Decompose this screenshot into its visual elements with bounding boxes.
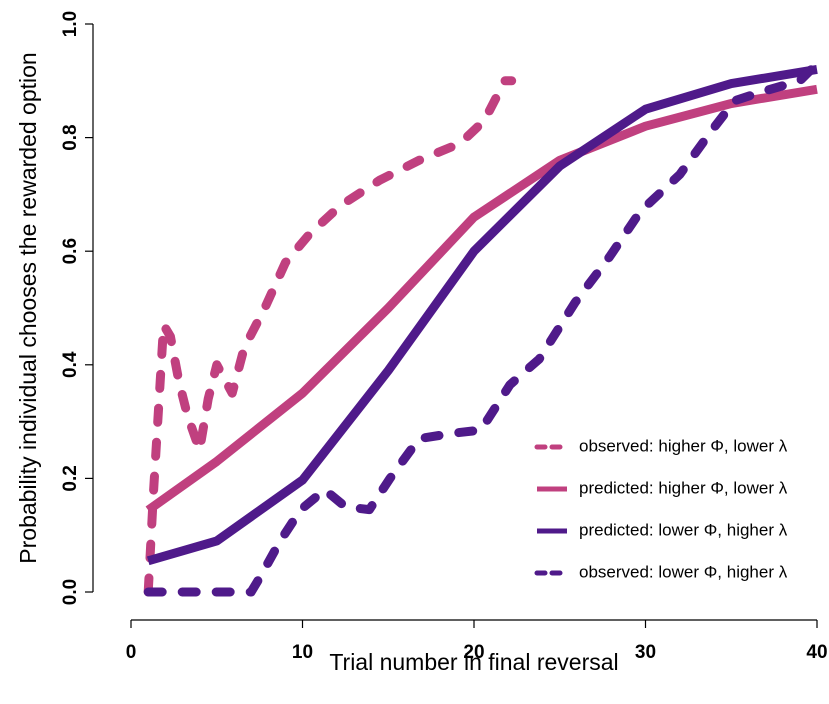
- legend-label: observed: lower Φ, higher λ: [579, 562, 788, 581]
- x-axis-title: Trial number in final reversal: [329, 649, 618, 675]
- y-tick-label: 1.0: [60, 11, 81, 37]
- legend-label: predicted: higher Φ, lower λ: [579, 478, 788, 497]
- y-tick-label: 0.8: [60, 124, 81, 150]
- series-line: [143, 59, 822, 597]
- series-line: [146, 64, 818, 566]
- y-tick-label: 0.6: [60, 238, 81, 264]
- x-tick-label: 30: [635, 642, 656, 663]
- x-tick-label: 10: [292, 642, 313, 663]
- x-tick-label: 0: [126, 642, 137, 663]
- y-axis-title: Probability individual chooses the rewar…: [15, 52, 41, 563]
- series-line: [143, 76, 517, 597]
- y-tick-label: 0.4: [60, 351, 81, 378]
- series-line: [145, 84, 818, 514]
- x-tick-label: 20: [463, 642, 484, 663]
- legend-label: predicted: lower Φ, higher λ: [579, 520, 788, 539]
- legend-label: observed: higher Φ, lower λ: [579, 436, 788, 455]
- y-tick-label: 0.2: [60, 465, 81, 491]
- y-tick-label: 0.0: [60, 579, 81, 605]
- x-tick-label: 40: [806, 642, 827, 663]
